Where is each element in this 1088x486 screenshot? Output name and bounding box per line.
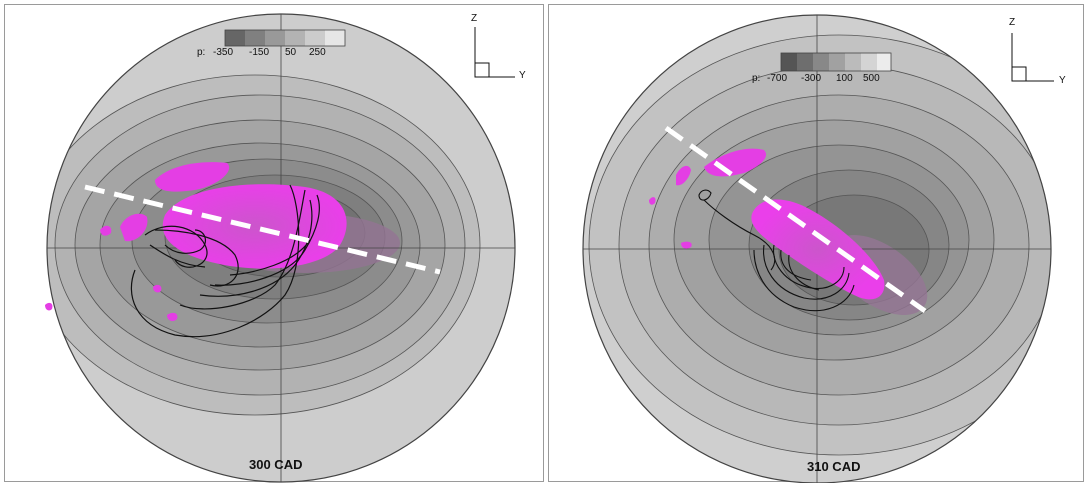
axis-label-y: Y (519, 70, 526, 81)
isosurface-blobs (649, 148, 885, 300)
cylinder-section-plot (45, 13, 516, 483)
streamlines (698, 189, 855, 312)
isosurface-blobs (45, 162, 347, 322)
colorbar-tick: -350 (213, 47, 234, 58)
axes-triad (1011, 33, 1054, 82)
colorbar-prefix: p: (197, 47, 206, 58)
dashed-axis-line (84, 184, 441, 275)
colorbar-tick: 50 (285, 47, 297, 58)
right-plot-panel: p: -700 -300 100 500 Z Y 310 CAD (548, 4, 1084, 483)
crank-angle-label: 300 CAD (249, 457, 303, 472)
axes-triad (474, 27, 515, 78)
colorbar (224, 29, 346, 47)
colorbar (780, 52, 892, 72)
colorbar-tick: 250 (309, 47, 326, 58)
axis-label-y: Y (1059, 75, 1066, 86)
left-plot-panel: p: -350 -150 50 250 Z Y 300 CAD (4, 4, 544, 483)
colorbar-tick: 100 (836, 73, 853, 84)
colorbar-tick: -300 (801, 73, 822, 84)
colorbar-tick: 500 (863, 73, 880, 84)
dashed-axis-line (664, 125, 927, 314)
colorbar-tick: -150 (249, 47, 270, 58)
crank-angle-label: 310 CAD (807, 459, 861, 474)
colorbar-tick: -700 (767, 73, 788, 84)
axis-label-z: Z (1009, 17, 1016, 28)
axis-label-z: Z (471, 13, 478, 24)
cylinder-section-plot (582, 14, 1054, 483)
colorbar-prefix: p: (752, 73, 761, 84)
